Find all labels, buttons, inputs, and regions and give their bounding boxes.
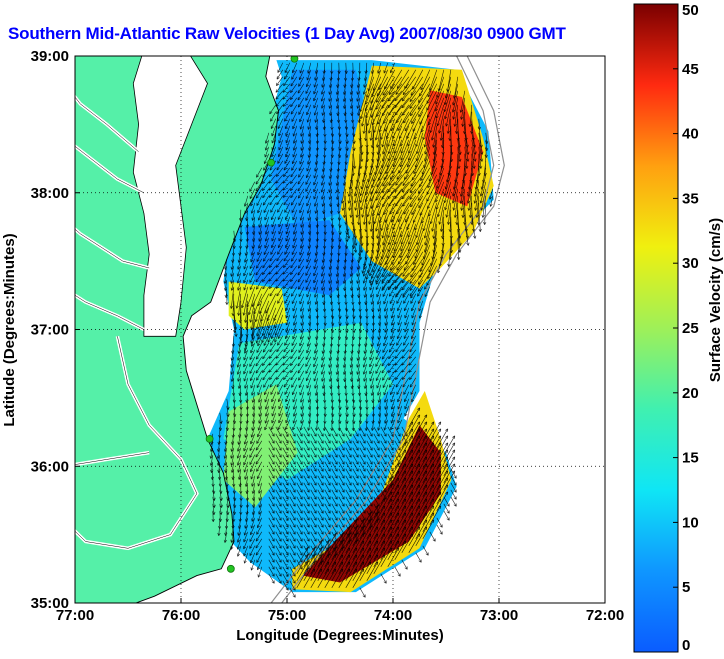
latitude-tick-label: 35:00 (31, 595, 69, 612)
isobath-line (281, 56, 505, 603)
longitude-ticks: 77:00 76:00 75:00 74:00 73:00 72:00 (56, 598, 624, 624)
high-speed-region (292, 391, 452, 593)
longitude-tick-label: 76:00 (162, 607, 200, 624)
radar-station-marker (226, 564, 235, 573)
colorbar-tick-label: 45 (682, 61, 699, 78)
longitude-tick-label: 72:00 (586, 607, 624, 624)
radar-station-marker (205, 434, 214, 443)
isobath-line (270, 56, 495, 603)
radar-station-marker (290, 56, 299, 63)
colorbar-tick-label: 40 (682, 126, 699, 143)
latitude-tick-label: 37:00 (31, 322, 69, 339)
latitude-tick-label: 36:00 (31, 458, 69, 475)
colorbar (633, 3, 679, 653)
colorbar-tick-label: 0 (682, 637, 690, 654)
chesapeake-bay (132, 56, 208, 337)
colorbar-tick-label: 20 (682, 385, 699, 402)
longitude-tick-label: 74:00 (374, 607, 412, 624)
colorbar-tick-label: 30 (682, 255, 699, 272)
river-bank (75, 295, 145, 330)
colorbar-tick-label: 35 (682, 190, 699, 207)
river-bank (75, 452, 150, 465)
river-bank (75, 96, 139, 152)
colorbar-tick-label: 15 (682, 450, 699, 467)
vector-arrows (209, 62, 494, 598)
river-bank (75, 336, 198, 549)
y-axis-label: Latitude (Degrees:Minutes) (1, 233, 18, 426)
longitude-tick-label: 77:00 (56, 607, 94, 624)
colorbar-tick-label: 25 (682, 320, 699, 337)
colorbar-tick-label: 5 (682, 579, 690, 596)
isobath-lines (270, 56, 505, 603)
colorbar-ticks: 0 5 10 15 20 25 30 35 40 45 50 (673, 2, 699, 654)
colorbar-tick-label: 10 (682, 514, 699, 531)
longitude-tick-label: 75:00 (268, 607, 306, 624)
longitude-tick-label: 73:00 (480, 607, 518, 624)
latitude-tick-label: 39:00 (31, 48, 69, 65)
current-vectors (209, 62, 494, 598)
plot-title: Southern Mid-Atlantic Raw Velocities (1 … (8, 24, 566, 43)
colorbar-tick-label: 50 (682, 2, 699, 19)
river-bank (75, 145, 145, 194)
x-axis-label: Longitude (Degrees:Minutes) (236, 627, 444, 644)
radar-station-marker (267, 158, 276, 167)
colorbar-label: Surface Velocity (cm/s) (707, 218, 724, 382)
radar-stations (205, 56, 299, 573)
latitude-tick-label: 38:00 (31, 185, 69, 202)
latitude-ticks: 35:00 36:00 37:00 38:00 39:00 (31, 48, 80, 612)
